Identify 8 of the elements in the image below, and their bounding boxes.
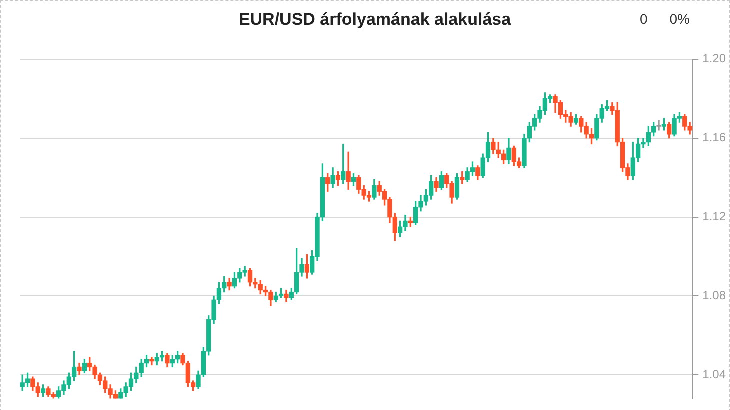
y-tick-label: 1.20 xyxy=(702,52,726,66)
y-tick-label: 1.12 xyxy=(702,210,726,224)
y-tick-label: 1.08 xyxy=(702,288,726,303)
y-tick-label: 1.16 xyxy=(702,130,726,145)
text: 0 xyxy=(640,11,648,27)
y-tick-label: 1.04 xyxy=(702,367,726,382)
text: 0% xyxy=(670,11,690,27)
chart-title: EUR/USD árfolyamának alakulása xyxy=(238,10,512,29)
